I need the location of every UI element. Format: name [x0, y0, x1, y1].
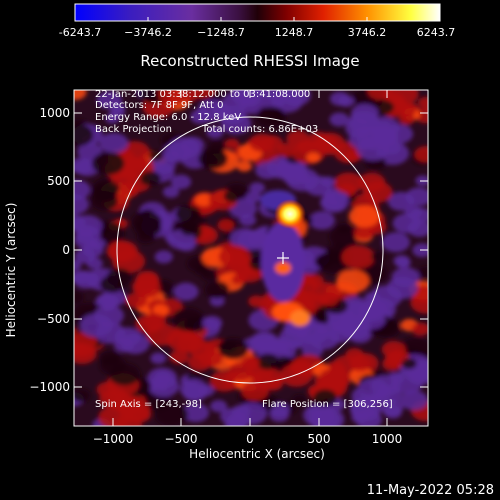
colorbar-label-5: 3746.2 [347, 26, 387, 39]
y-tick-label: 500 [47, 174, 70, 188]
info-detectors: Detectors: 7F 8F 9F, Att 0 [95, 100, 224, 111]
date-stamp: 11-May-2022 05:28 [366, 483, 494, 498]
flare-source [274, 199, 306, 229]
colorbar-label-max: 6243.7 [416, 26, 456, 39]
spin-axis-cross [277, 252, 289, 264]
info-counts: Total counts: 6.86E+03 [202, 124, 319, 135]
flare-position-label: Flare Position = [306,256] [262, 399, 393, 410]
y-tick-label: −500 [37, 312, 70, 326]
colorbar-label-min: -6243.7 [58, 26, 102, 39]
x-tick-label: 1000 [371, 432, 403, 446]
rhessi-image [74, 90, 428, 426]
y-tick-label: 1000 [39, 106, 70, 120]
info-energy: Energy Range: 6.0 - 12.8 keV [95, 112, 242, 123]
info-method: Back Projection [95, 124, 172, 135]
colorbar-label-2: −3746.2 [124, 26, 172, 39]
x-tick-label: 0 [246, 432, 254, 446]
x-tick-label: −1000 [92, 432, 134, 446]
colorbar-label-4: 1248.7 [274, 26, 314, 39]
solar-limb-circle [116, 116, 384, 384]
colorbar-ticks [74, 17, 441, 21]
axis-ticks [74, 90, 428, 426]
plot-frame [73, 89, 429, 427]
colorbar-frame [74, 3, 441, 22]
x-axis-label: Heliocentric X (arcsec) [189, 447, 325, 461]
y-tick-label: 0 [62, 243, 70, 257]
colorbar-label-3: −1248.7 [197, 26, 245, 39]
image-title: Reconstructed RHESSI Image [140, 52, 360, 70]
y-tick-label: −1000 [29, 380, 70, 394]
x-tick-label: 500 [307, 432, 331, 446]
spin-axis-label: Spin Axis = [243,-98] [95, 399, 202, 410]
y-axis-label: Heliocentric Y (arcsec) [4, 202, 18, 338]
x-tick-label: −500 [164, 432, 198, 446]
info-time: 22-Jan-2013 03:38:12.000 to 03:41:08.000 [95, 89, 311, 100]
colorbar-gradient [75, 4, 440, 21]
